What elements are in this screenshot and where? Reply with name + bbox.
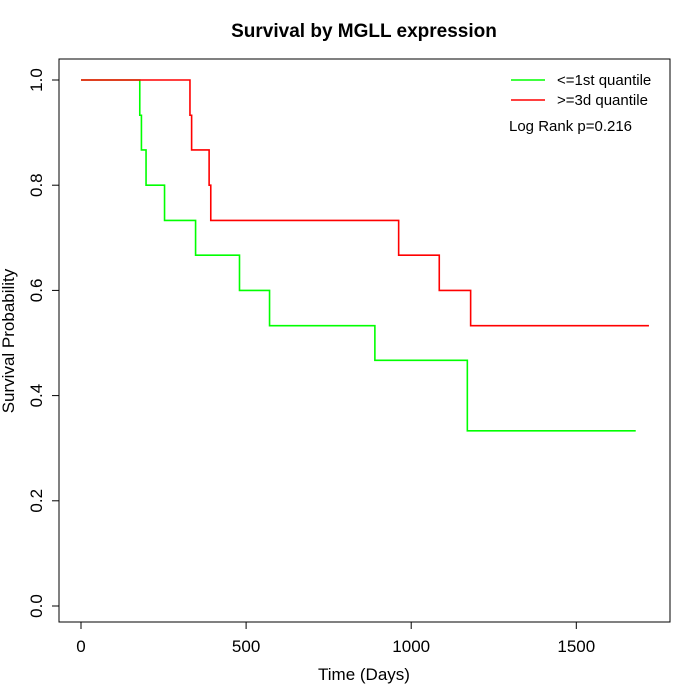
y-tick-label: 0.0: [27, 594, 46, 618]
log-rank-annotation: Log Rank p=0.216: [509, 118, 632, 135]
y-axis: 0.0 0.2 0.4 0.6 0.8 1.0: [27, 68, 60, 618]
y-axis-label: Survival Probability: [0, 268, 18, 413]
series-line-2: [81, 79, 649, 327]
y-tick-label: 0.2: [27, 489, 46, 513]
legend-label-1: <=1st quantile: [557, 72, 651, 89]
x-tick-label: 0: [76, 637, 85, 656]
legend: <=1st quantile >=3d quantile: [511, 72, 651, 109]
plot-frame: [58, 58, 671, 623]
legend-label-2: >=3d quantile: [557, 92, 648, 109]
y-tick-label: 0.4: [27, 384, 46, 408]
series-layer: [81, 79, 649, 432]
x-tick-label: 500: [232, 637, 260, 656]
chart-title: Survival by MGLL expression: [231, 21, 497, 42]
y-tick-label: 0.6: [27, 279, 46, 303]
series-line-1: [81, 79, 636, 432]
x-axis-label: Time (Days): [318, 665, 410, 684]
x-axis: 0 500 1000 1500: [76, 621, 595, 656]
y-tick-label: 0.8: [27, 173, 46, 197]
y-tick-label: 1.0: [27, 68, 46, 92]
x-tick-label: 1000: [392, 637, 430, 656]
x-tick-label: 1500: [557, 637, 595, 656]
